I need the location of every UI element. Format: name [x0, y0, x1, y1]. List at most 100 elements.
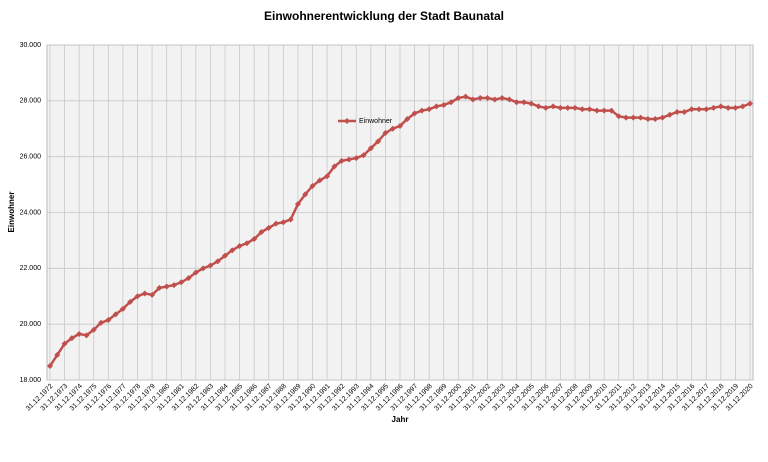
marker [550, 103, 557, 110]
marker [593, 107, 600, 114]
marker [462, 93, 469, 100]
marker [338, 157, 345, 164]
marker [695, 106, 702, 113]
marker [557, 104, 564, 111]
marker [528, 100, 535, 107]
marker [331, 163, 338, 170]
marker [389, 125, 396, 132]
marker [214, 258, 221, 265]
marker [200, 265, 207, 272]
marker [520, 99, 527, 106]
marker [717, 103, 724, 110]
marker [273, 220, 280, 227]
marker [207, 262, 214, 269]
marker [222, 252, 228, 259]
marker [258, 229, 265, 236]
marker [54, 351, 61, 358]
marker [433, 103, 440, 110]
marker [469, 96, 476, 103]
marker [229, 247, 236, 254]
marker [630, 114, 637, 121]
marker [586, 106, 593, 113]
marker [236, 243, 243, 249]
marker [615, 113, 622, 120]
marker [455, 95, 462, 102]
marker [426, 106, 433, 113]
marker [287, 216, 294, 223]
marker [178, 279, 185, 286]
marker [105, 316, 112, 323]
marker [418, 107, 425, 114]
marker [185, 275, 192, 282]
y-tick-label: 26.000 [20, 154, 42, 161]
marker [98, 319, 105, 326]
marker [324, 173, 331, 180]
marker [703, 106, 710, 113]
marker [83, 332, 90, 339]
marker [732, 104, 739, 111]
marker [725, 104, 732, 111]
marker [411, 110, 418, 117]
marker [353, 155, 360, 162]
marker [251, 236, 258, 243]
marker [506, 96, 513, 103]
marker [76, 330, 83, 337]
marker [659, 114, 666, 121]
marker [302, 191, 309, 198]
marker [61, 340, 68, 347]
y-tick-label: 20.000 [20, 321, 42, 328]
y-tick-label: 28.000 [20, 98, 42, 105]
y-tick-label: 30.000 [20, 42, 42, 49]
marker [564, 104, 571, 111]
marker [149, 291, 156, 298]
marker [345, 156, 352, 163]
legend-label: Einwohner [359, 118, 393, 125]
marker [382, 129, 389, 136]
y-tick-label: 24.000 [20, 209, 42, 216]
marker [681, 109, 688, 115]
marker [608, 107, 615, 114]
marker [367, 145, 374, 152]
marker [375, 138, 382, 145]
chart-title: Einwohnerentwicklung der Stadt Baunatal [264, 9, 504, 23]
marker [739, 103, 746, 110]
marker [243, 240, 250, 247]
y-tick-label: 18.000 [20, 377, 42, 384]
marker [623, 114, 630, 121]
x-axis-title: Jahr [392, 415, 409, 424]
marker [127, 298, 134, 305]
legend-marker [344, 118, 350, 124]
marker [499, 95, 506, 102]
marker [141, 290, 148, 297]
marker [265, 224, 272, 231]
marker [360, 152, 367, 159]
marker [119, 305, 126, 312]
marker [572, 104, 578, 111]
marker [192, 269, 199, 276]
marker [579, 106, 586, 113]
marker [134, 293, 141, 300]
marker [163, 283, 170, 290]
marker [666, 111, 673, 118]
marker [484, 95, 491, 102]
marker [601, 107, 608, 114]
marker [652, 115, 659, 122]
marker [47, 363, 53, 370]
marker [491, 96, 498, 103]
marker [156, 284, 163, 291]
marker [294, 201, 301, 208]
marker [688, 106, 695, 113]
marker [710, 104, 717, 111]
marker [542, 104, 549, 111]
marker [316, 177, 323, 184]
marker [112, 311, 119, 318]
marker [440, 102, 447, 109]
marker [637, 114, 644, 121]
marker [477, 95, 484, 102]
y-axis-title: Einwohner [7, 192, 16, 233]
marker [644, 115, 651, 122]
marker [747, 100, 753, 107]
marker [68, 335, 75, 342]
marker [674, 109, 681, 115]
